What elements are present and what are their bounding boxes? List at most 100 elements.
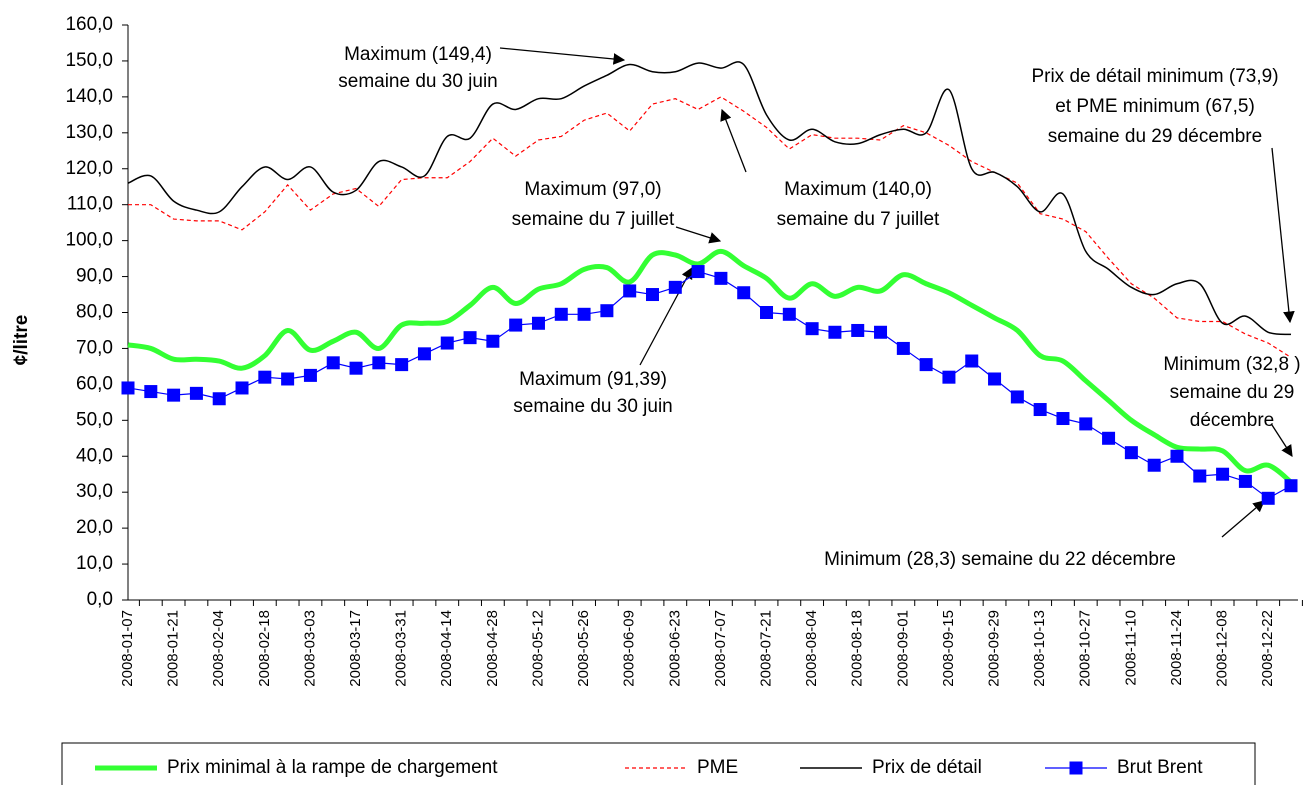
x-tick-label: 2008-03-31 — [393, 610, 410, 687]
point-marker — [258, 370, 272, 384]
annotation: Maximum (97,0) — [524, 179, 661, 200]
point-marker — [668, 280, 682, 294]
annotation-arrows — [499, 47, 1295, 538]
point-marker — [805, 322, 819, 336]
point-marker — [851, 323, 865, 337]
series-line — [128, 96, 1292, 358]
annotation: semaine du 29 décembre — [1048, 126, 1262, 147]
point-marker — [919, 358, 933, 372]
point-marker — [645, 288, 659, 302]
point-marker — [531, 316, 545, 330]
y-tick-label: 150,0 — [65, 50, 113, 71]
legend-label: Prix de détail — [872, 757, 982, 778]
y-tick-label: 60,0 — [76, 373, 113, 394]
y-tick-label: 120,0 — [65, 158, 113, 179]
annotation: Minimum (28,3) semaine du 22 décembre — [824, 549, 1176, 570]
point-marker — [1238, 474, 1252, 488]
point-marker — [577, 307, 591, 321]
annotation: semaine du 30 juin — [338, 71, 498, 92]
point-marker — [1261, 491, 1275, 505]
annotation: Minimum (32,8 ) — [1163, 354, 1300, 375]
y-tick-label: 70,0 — [76, 337, 113, 358]
point-marker — [760, 306, 774, 319]
y-tick-label: 40,0 — [76, 445, 113, 466]
y-tick-label: 20,0 — [76, 517, 113, 538]
point-marker — [1010, 390, 1024, 404]
point-marker — [486, 334, 500, 348]
arrow — [1271, 424, 1293, 457]
x-tick-label: 2008-05-12 — [529, 610, 546, 687]
point-marker — [554, 307, 568, 321]
y-tick-label: 130,0 — [65, 122, 113, 143]
annotation: semaine du 30 juin — [513, 396, 673, 417]
point-marker — [714, 271, 728, 285]
y-tick-label: 90,0 — [76, 266, 113, 287]
point-marker — [417, 347, 431, 361]
x-tick-label: 2008-09-29 — [986, 610, 1003, 687]
x-tick-label: 2008-09-15 — [940, 610, 957, 687]
point-marker — [782, 307, 796, 321]
x-tick-label: 2008-08-04 — [803, 610, 820, 687]
point-marker — [167, 388, 181, 402]
point-marker — [691, 265, 705, 279]
y-tick-label: 160,0 — [65, 14, 113, 35]
point-marker — [1216, 467, 1230, 481]
point-marker — [326, 356, 340, 370]
arrow — [1221, 500, 1265, 538]
x-tick-label: 2008-05-26 — [575, 610, 592, 687]
legend-box — [61, 742, 1256, 790]
series-line — [127, 270, 1292, 500]
legend-marker — [1069, 761, 1083, 775]
point-marker — [372, 356, 386, 370]
x-tick-label: 2008-06-09 — [621, 610, 638, 687]
x-tick-label: 2008-07-21 — [757, 610, 774, 687]
arrow — [720, 108, 747, 173]
x-tick-label: 2008-10-13 — [1031, 610, 1048, 687]
x-tick-label: 2008-11-24 — [1168, 610, 1185, 686]
point-marker — [965, 354, 979, 368]
series-line — [127, 61, 1292, 336]
y-tick-label: 10,0 — [76, 553, 113, 574]
y-tick-label: 140,0 — [65, 86, 113, 107]
annotation: Prix de détail minimum (73,9) — [1031, 66, 1278, 87]
y-tick-label: 50,0 — [76, 409, 113, 430]
point-marker — [121, 381, 135, 395]
point-marker — [509, 318, 523, 332]
x-tick-label: 2008-02-04 — [210, 610, 227, 687]
annotation: Maximum (149,4) — [344, 44, 492, 65]
point-marker — [828, 325, 842, 339]
y-tick-label: 100,0 — [65, 230, 113, 251]
point-marker — [1079, 417, 1093, 431]
x-tick-label: 2008-04-28 — [484, 610, 501, 687]
point-marker — [942, 370, 956, 384]
point-marker — [144, 385, 158, 399]
point-marker — [1056, 412, 1070, 426]
legend-label: Brut Brent — [1117, 757, 1203, 778]
annotation: Maximum (91,39) — [519, 369, 667, 390]
arrow — [639, 266, 693, 366]
series-line — [127, 248, 1293, 485]
point-marker — [349, 361, 363, 375]
legend-label: Prix minimal à la rampe de chargement — [167, 757, 498, 778]
x-tick-label: 2008-07-07 — [712, 610, 729, 687]
point-marker — [1147, 458, 1161, 472]
annotation: décembre — [1190, 410, 1275, 431]
point-marker — [463, 331, 477, 345]
point-marker — [395, 358, 409, 372]
annotation: et PME minimum (67,5) — [1055, 96, 1255, 117]
point-marker — [600, 304, 614, 318]
annotation: semaine du 7 juillet — [777, 209, 940, 230]
x-tick-label: 2008-04-14 — [438, 610, 455, 687]
x-tick-label: 2008-08-18 — [849, 610, 866, 687]
y-tick-label: 110,0 — [67, 194, 113, 215]
x-tick-label: 2008-01-07 — [119, 610, 136, 687]
point-marker — [1102, 431, 1116, 445]
point-marker — [737, 286, 751, 300]
x-tick-label: 2008-03-17 — [347, 610, 364, 687]
y-tick-label: 80,0 — [76, 302, 113, 323]
annotation: Maximum (140,0) — [784, 179, 932, 200]
y-tick-label: 0,0 — [87, 589, 113, 610]
arrow — [675, 226, 722, 244]
x-tick-label: 2008-01-21 — [165, 610, 182, 687]
